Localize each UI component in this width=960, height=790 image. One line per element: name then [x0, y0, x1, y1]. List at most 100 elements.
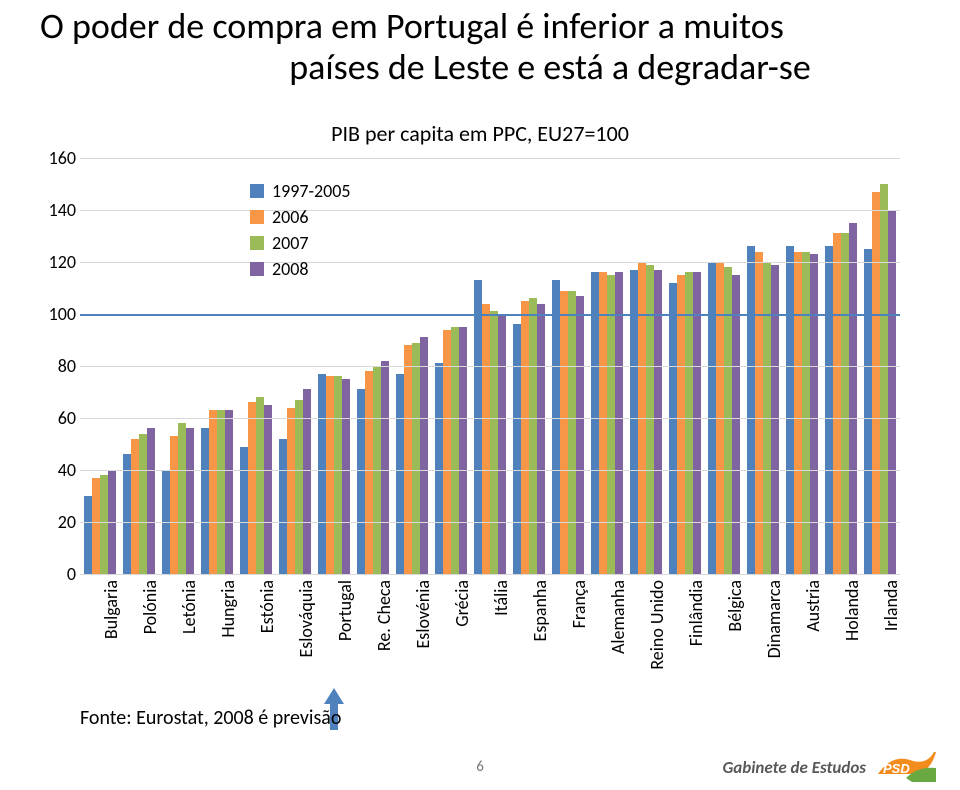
bar	[326, 376, 334, 574]
y-axis-tick: 40	[42, 459, 76, 481]
bar	[693, 272, 701, 574]
chart-footnote: Fonte: Eurostat, 2008 é previsão	[80, 706, 341, 730]
bar	[591, 272, 599, 574]
legend-swatch	[250, 210, 264, 224]
bar-group	[197, 410, 236, 574]
category-label: Itália	[470, 576, 509, 716]
page-footer: 6 Gabinete de Estudos PSD	[0, 752, 960, 782]
grid-line	[80, 366, 900, 367]
bar-group	[158, 423, 197, 574]
bar-group	[744, 246, 783, 574]
bar	[646, 265, 654, 574]
legend-label: 1997-2005	[272, 180, 351, 202]
bar	[771, 265, 779, 574]
bar	[123, 454, 131, 574]
eu-baseline-line	[80, 314, 900, 316]
bar	[170, 436, 178, 574]
bar	[139, 434, 147, 574]
bar	[568, 291, 576, 574]
bar	[240, 447, 248, 574]
category-labels: BulgariaPolóniaLetóniaHungriaEstónia Eslo…	[80, 576, 900, 716]
bar-group	[588, 272, 627, 574]
bar	[287, 408, 295, 574]
bar	[318, 374, 326, 574]
bar	[342, 379, 350, 574]
page-title: O poder de compra em Portugal é inferior…	[0, 0, 960, 89]
bar	[864, 249, 872, 574]
legend-swatch	[250, 262, 264, 276]
bar-group	[783, 246, 822, 574]
category-label: Dinamarca	[744, 576, 783, 716]
title-line-2: países de Leste e está a degradar-se	[40, 47, 920, 88]
bar	[264, 405, 272, 574]
y-axis-tick: 120	[42, 251, 76, 273]
title-line-1: O poder de compra em Portugal é inferior…	[40, 6, 920, 47]
grid-line	[80, 158, 900, 159]
y-axis-tick: 20	[42, 511, 76, 533]
category-label: Estónia	[236, 576, 275, 716]
bar	[529, 298, 537, 574]
y-axis-tick: 100	[42, 303, 76, 325]
bar	[607, 275, 615, 574]
bar	[279, 439, 287, 574]
bar	[84, 496, 92, 574]
legend-item: 1997-2005	[250, 180, 351, 202]
legend-item: 2008	[250, 258, 351, 280]
bar	[186, 428, 194, 574]
bar	[92, 478, 100, 574]
bar-group	[666, 272, 705, 574]
bar-group	[353, 361, 392, 574]
bar	[677, 275, 685, 574]
bar	[420, 337, 428, 574]
grid-line	[80, 210, 900, 211]
bar	[810, 254, 818, 574]
bar	[521, 301, 529, 574]
bar	[396, 374, 404, 574]
y-axis-tick: 80	[42, 355, 76, 377]
category-label: Hungria	[197, 576, 236, 716]
y-axis-tick: 0	[42, 563, 76, 585]
bar	[615, 272, 623, 574]
y-axis-tick: 140	[42, 199, 76, 221]
bar	[209, 410, 217, 574]
bar-group	[236, 397, 275, 574]
grid-line	[80, 262, 900, 263]
bar	[732, 275, 740, 574]
bar	[381, 361, 389, 574]
bar	[365, 371, 373, 574]
bar	[560, 291, 568, 574]
bar	[537, 304, 545, 574]
category-label: Re. Checa	[353, 576, 392, 716]
bar	[576, 296, 584, 574]
bar	[474, 280, 482, 574]
bar	[880, 184, 888, 574]
legend-swatch	[250, 184, 264, 198]
legend-item: 2007	[250, 232, 351, 254]
psd-logo-icon: PSD	[878, 752, 936, 782]
category-label: Polónia	[119, 576, 158, 716]
category-label: Letónia	[158, 576, 197, 716]
bar	[225, 410, 233, 574]
bar	[825, 246, 833, 574]
bar	[599, 272, 607, 574]
category-label: Finlândia	[666, 576, 705, 716]
chart-plot-area	[80, 158, 900, 574]
category-label: Eslovénia	[392, 576, 431, 716]
bar-group	[549, 280, 588, 574]
bar	[295, 400, 303, 574]
bar	[685, 272, 693, 574]
bar	[552, 280, 560, 574]
bar	[248, 402, 256, 574]
bar	[669, 283, 677, 574]
category-label: Bélgica	[705, 576, 744, 716]
category-label: Austria	[783, 576, 822, 716]
bar	[178, 423, 186, 574]
category-label: França	[549, 576, 588, 716]
y-axis-tick: 160	[42, 147, 76, 169]
category-label: Grécia	[431, 576, 470, 716]
bar	[513, 324, 521, 574]
category-label: Irlanda	[861, 576, 900, 716]
category-label: Bulgaria	[80, 576, 119, 716]
bar	[435, 363, 443, 574]
bar	[217, 410, 225, 574]
